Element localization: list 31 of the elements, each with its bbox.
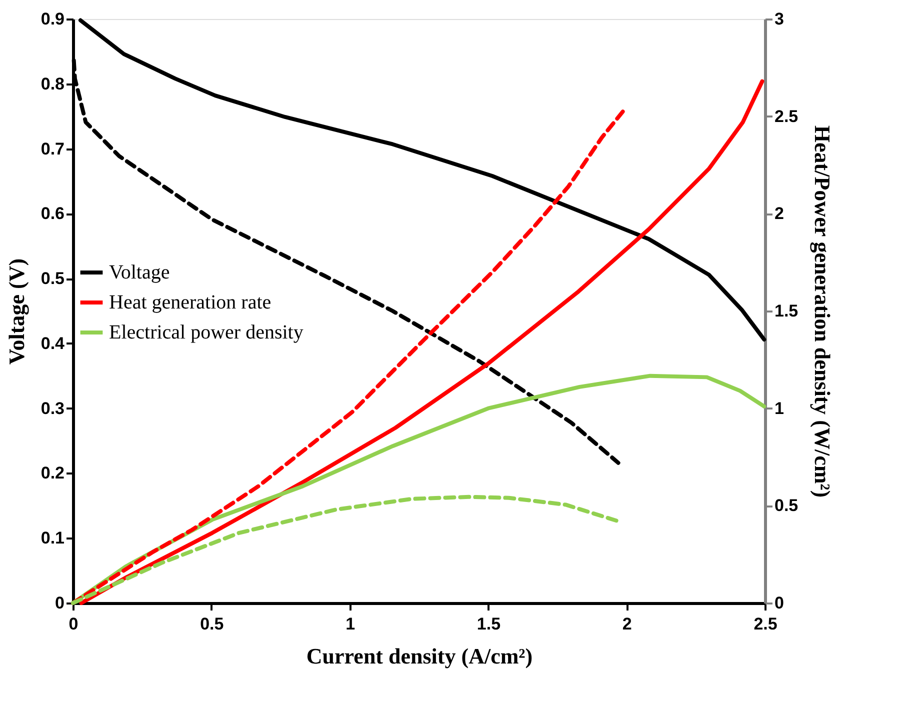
x-tick-label: 1 <box>346 614 356 634</box>
y-tick-label: 0.5 <box>40 269 64 288</box>
x-axis-title: Current density (A/cm²) <box>306 644 533 668</box>
y2-tick-label: 3 <box>774 10 784 28</box>
y2-tick-label: 0 <box>774 594 784 612</box>
x-tick-label: 1.5 <box>476 614 501 634</box>
legend-label: Electrical power density <box>109 322 304 344</box>
y-tick-label: 0 <box>55 594 64 612</box>
x-tick-label: 2.5 <box>754 614 778 634</box>
y-tick-label: 0.1 <box>40 528 64 548</box>
y-tick-label: 0.4 <box>40 334 66 353</box>
x-tick-label: 0.5 <box>200 614 224 634</box>
y2-tick-label: 2.5 <box>774 106 798 126</box>
line-series <box>78 18 766 342</box>
x-tick-label: 0 <box>68 614 78 634</box>
y-tick-label: 0.7 <box>40 139 64 158</box>
y-tick-label: 0.9 <box>40 10 64 28</box>
legend-label: Voltage <box>109 262 170 284</box>
y2-tick-label: 1 <box>774 398 784 418</box>
y2-tick-label: 1.5 <box>774 302 798 320</box>
y2-axis-title: Heat/Power generation density (W/cm²) <box>810 125 836 498</box>
y-axis-title: Voltage (V) <box>4 258 29 365</box>
y2-tick-label: 2 <box>774 204 784 224</box>
line-series <box>79 79 764 605</box>
x-tick-label: 2 <box>622 614 632 634</box>
y2-tick-label: 0.5 <box>774 496 798 516</box>
y-tick-label: 0.6 <box>40 204 64 224</box>
legend-label: Heat generation rate <box>109 292 272 314</box>
y-tick-label: 0.3 <box>40 398 64 418</box>
y-tick-label: 0.2 <box>40 464 64 483</box>
y-tick-label: 0.8 <box>40 74 64 94</box>
